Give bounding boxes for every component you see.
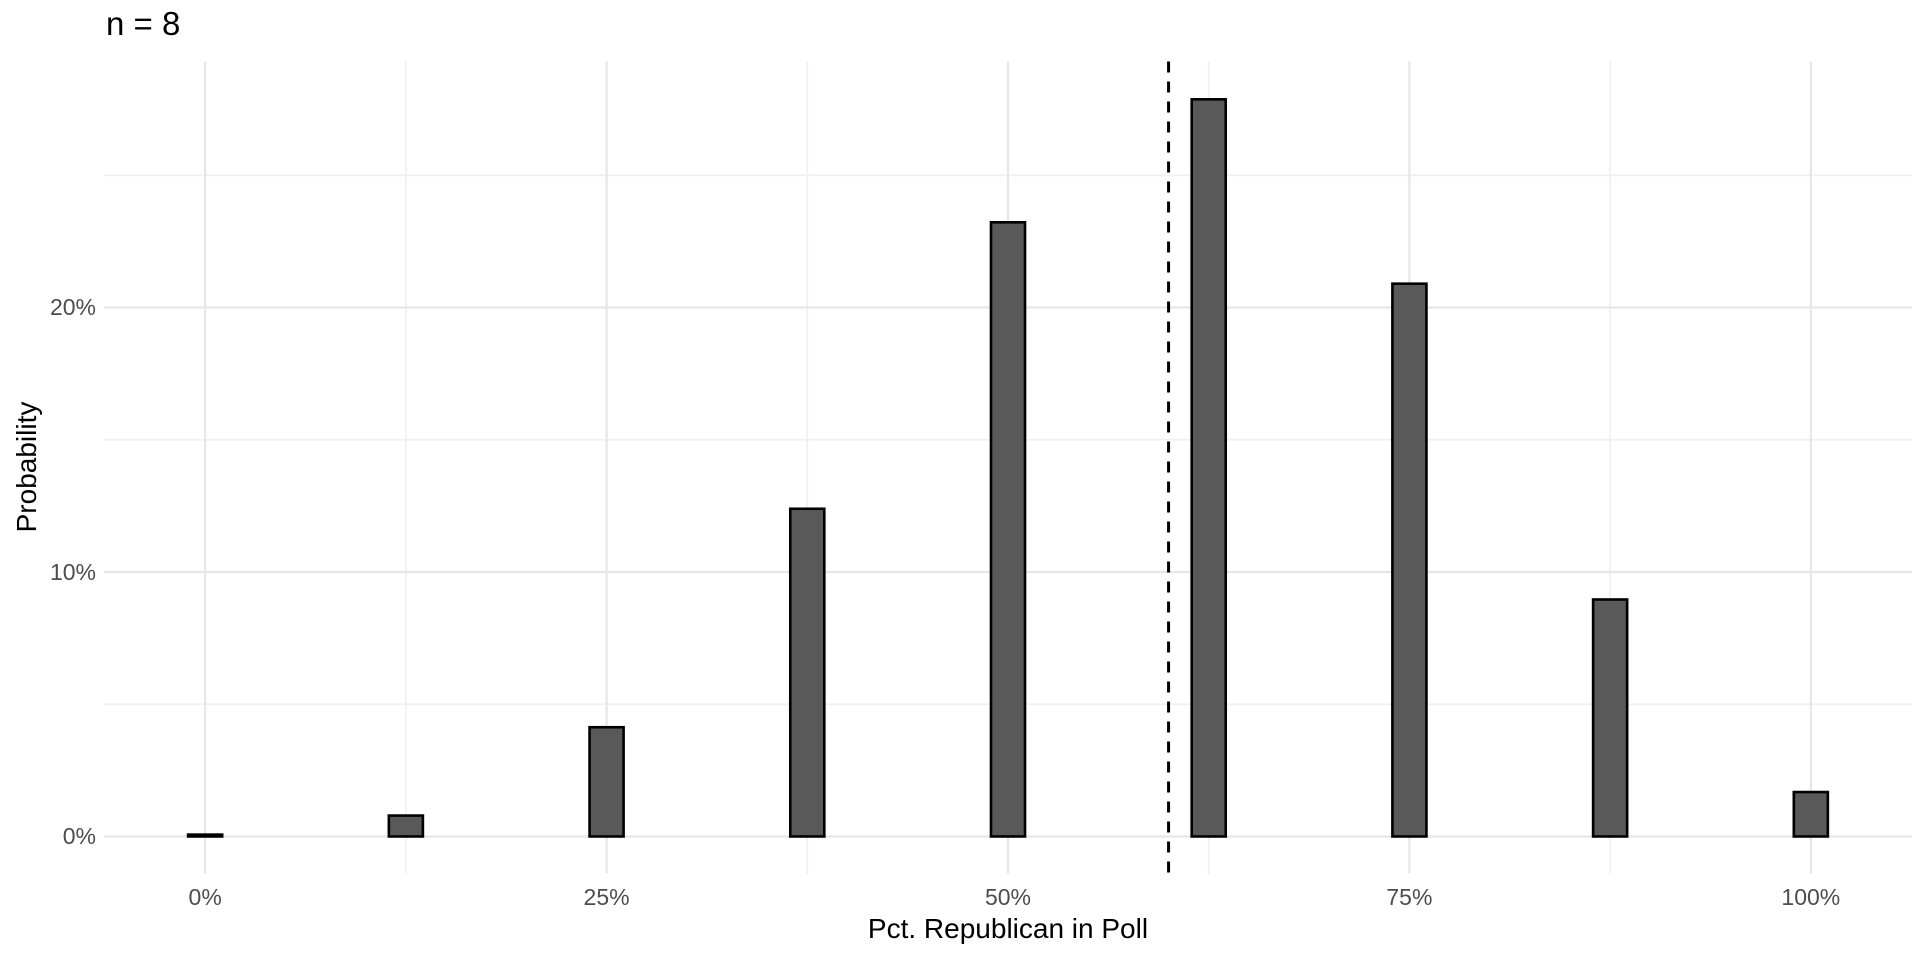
y-tick-label: 20% — [49, 294, 96, 321]
y-tick-label: 0% — [62, 823, 96, 850]
x-tick-label: 100% — [1781, 884, 1841, 910]
bar — [1391, 282, 1428, 838]
bar — [186, 833, 224, 838]
x-tick-label: 50% — [984, 884, 1032, 910]
bar — [1591, 598, 1629, 838]
bar — [1190, 98, 1228, 838]
bar — [989, 221, 1027, 838]
bar — [788, 507, 826, 838]
chart-title: n = 8 — [106, 5, 181, 42]
x-tick-label: 25% — [583, 884, 630, 910]
x-tick-label: 75% — [1386, 884, 1433, 910]
x-axis-title: Pct. Republican in Poll — [867, 913, 1149, 944]
y-axis-title: Probability — [11, 401, 42, 533]
x-tick-label: 0% — [188, 884, 222, 910]
bar — [1792, 790, 1830, 838]
y-tick-label: 10% — [49, 558, 96, 585]
bar — [387, 814, 425, 838]
bar — [588, 725, 625, 838]
